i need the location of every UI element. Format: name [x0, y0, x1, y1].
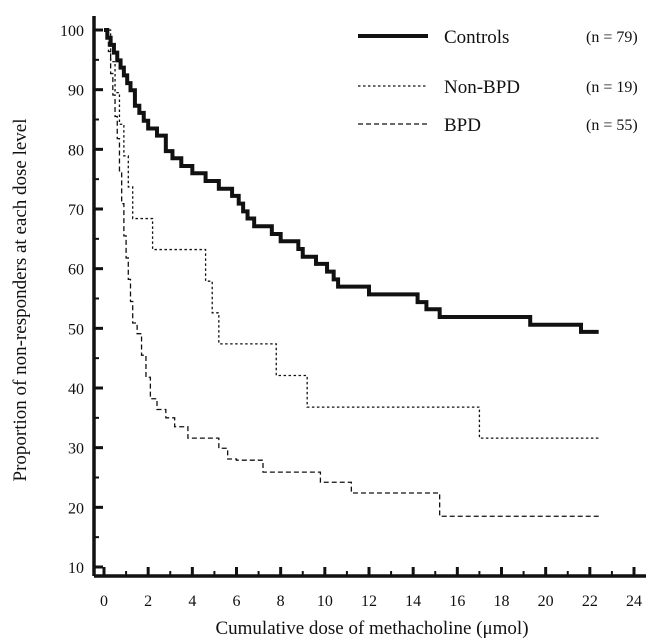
series-line-non-bpd — [104, 29, 601, 439]
y-tick-label: 100 — [60, 23, 84, 40]
y-tick-label: 20 — [68, 500, 84, 517]
y-ticks: 10 20 30 40 50 60 70 80 90 100 — [60, 23, 103, 577]
legend-n-count: (n = 19) — [586, 79, 638, 96]
x-tick-label: 10 — [317, 593, 333, 610]
legend-n-count: (n = 79) — [586, 29, 638, 46]
y-axis-title: Proportion of non-responders at each dos… — [10, 118, 31, 481]
legend-n-count: (n = 55) — [586, 117, 638, 134]
x-tick-label: 2 — [144, 593, 152, 610]
x-tick-label: 16 — [449, 593, 465, 610]
x-tick-label: 12 — [361, 593, 377, 610]
x-tick-label: 8 — [277, 593, 285, 610]
y-tick-label: 90 — [68, 83, 84, 100]
x-tick-label: 18 — [494, 593, 510, 610]
y-tick-label: 40 — [68, 381, 84, 398]
x-ticks: 0 2 4 6 8 10 12 14 16 18 20 22 24 — [100, 567, 642, 610]
y-tick-label: 80 — [68, 142, 84, 159]
x-tick-label: 6 — [233, 593, 241, 610]
x-tick-label: 22 — [582, 593, 598, 610]
legend: Controls (n = 79) Non-BPD (n = 19) BPD (n = 5… — [358, 27, 638, 136]
x-tick-label: 24 — [626, 593, 642, 610]
series-lines — [104, 28, 601, 517]
x-axis-title: Cumulative dose of methacholine (μmol) — [215, 618, 528, 639]
y-tick-label: 10 — [68, 560, 84, 577]
x-tick-label: 0 — [100, 593, 108, 610]
legend-label: Controls — [444, 27, 509, 48]
x-tick-label: 20 — [538, 593, 554, 610]
y-tick-label: 60 — [68, 262, 84, 279]
y-tick-label: 70 — [68, 202, 84, 219]
legend-label: Non-BPD — [444, 77, 520, 98]
y-tick-label: 30 — [68, 441, 84, 458]
x-tick-label: 4 — [188, 593, 196, 610]
legend-label: BPD — [444, 115, 481, 136]
y-tick-label: 50 — [68, 321, 84, 338]
series-line-bpd — [104, 29, 601, 517]
x-tick-label: 14 — [405, 593, 421, 610]
series-line-controls — [104, 28, 599, 334]
